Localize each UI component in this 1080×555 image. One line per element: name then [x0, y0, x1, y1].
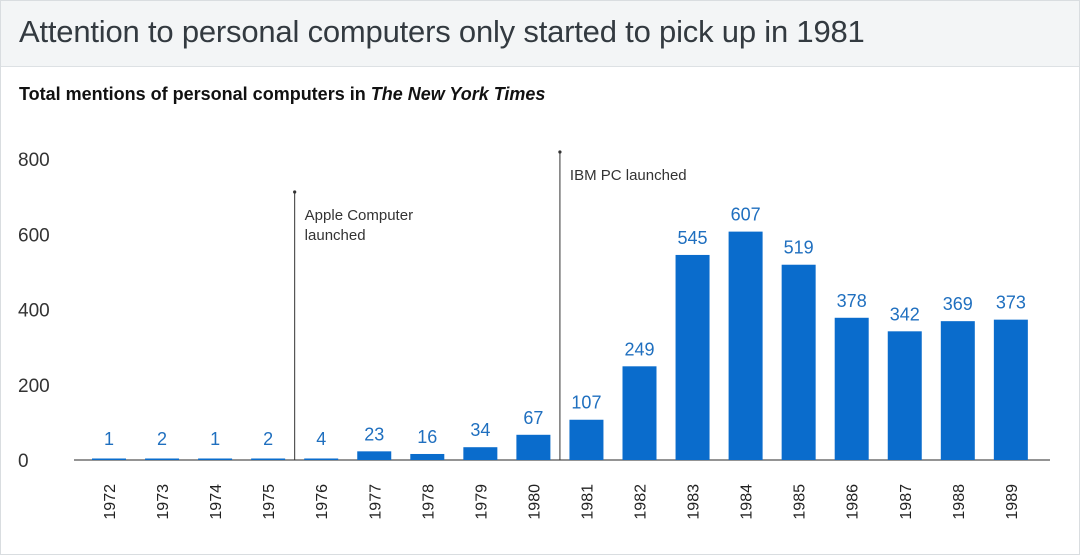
annotation-marker: [293, 190, 297, 194]
value-label: 378: [837, 291, 867, 311]
value-label: 545: [678, 228, 708, 248]
value-label: 249: [624, 339, 654, 359]
bar-1978: [410, 453, 445, 460]
chart-title: Attention to personal computers only sta…: [19, 14, 865, 49]
x-tick-label: 1974: [208, 484, 225, 520]
bar-1987: [887, 331, 922, 460]
bar-1984: [728, 231, 763, 460]
bar-1975: [251, 458, 286, 460]
bar-1981: [569, 419, 604, 460]
value-label: 1: [210, 429, 220, 449]
value-label: 607: [731, 205, 761, 225]
bar-1972: [92, 458, 126, 460]
value-label: 67: [523, 408, 543, 428]
x-tick-label: 1983: [686, 484, 703, 520]
bar-1982: [622, 366, 657, 460]
x-tick-label: 1981: [579, 484, 596, 520]
x-tick-label: 1972: [102, 484, 119, 520]
bar-1973: [145, 458, 180, 460]
value-label: 373: [996, 293, 1026, 313]
annotation-marker: [558, 150, 562, 154]
bar-1988: [940, 321, 975, 460]
chart-header: Attention to personal computers only sta…: [1, 1, 1079, 67]
chart-subtitle: Total mentions of personal computers in …: [19, 84, 545, 105]
x-tick-label: 1980: [526, 484, 543, 520]
subtitle-publication: The New York Times: [370, 84, 546, 104]
value-label: 107: [571, 393, 601, 413]
bar-1974: [198, 458, 233, 460]
bar-1989: [993, 319, 1028, 460]
value-label: 342: [890, 304, 920, 324]
x-tick-label: 1988: [951, 484, 968, 520]
value-label: 2: [263, 429, 273, 449]
x-tick-label: 1989: [1004, 484, 1021, 520]
value-label: 16: [417, 427, 437, 447]
x-tick-label: 1979: [473, 484, 490, 520]
value-label: 4: [316, 429, 326, 449]
value-label: 1: [104, 429, 114, 449]
y-tick-label: 800: [18, 150, 50, 171]
x-tick-label: 1985: [792, 484, 809, 520]
bar-1976: [304, 458, 339, 460]
value-label: 2: [157, 429, 167, 449]
x-tick-label: 1982: [633, 484, 650, 520]
annotation-label: Apple Computer: [305, 207, 413, 224]
value-label: 369: [943, 294, 973, 314]
x-tick-label: 1987: [898, 484, 915, 520]
x-tick-label: 1976: [314, 484, 331, 520]
bar-1977: [357, 451, 392, 460]
bar-1986: [834, 317, 869, 460]
x-tick-label: 1986: [845, 484, 862, 520]
annotation-label: IBM PC launched: [570, 167, 687, 184]
bar-1980: [516, 434, 551, 460]
y-tick-label: 0: [18, 451, 29, 472]
y-tick-label: 200: [18, 376, 50, 397]
bar-1983: [675, 254, 710, 460]
bar-1985: [781, 264, 816, 460]
x-tick-label: 1977: [367, 484, 384, 520]
x-tick-label: 1978: [420, 484, 437, 520]
y-tick-label: 600: [18, 225, 50, 246]
bar-1979: [463, 447, 498, 460]
value-label: 519: [784, 238, 814, 258]
y-tick-label: 400: [18, 301, 50, 322]
x-tick-label: 1984: [739, 484, 756, 520]
value-label: 34: [470, 420, 490, 440]
x-tick-label: 1973: [155, 484, 172, 520]
annotation-label: launched: [305, 227, 366, 244]
x-tick-label: 1975: [261, 484, 278, 520]
subtitle-prefix: Total mentions of personal computers in: [19, 84, 371, 104]
value-label: 23: [364, 424, 384, 444]
